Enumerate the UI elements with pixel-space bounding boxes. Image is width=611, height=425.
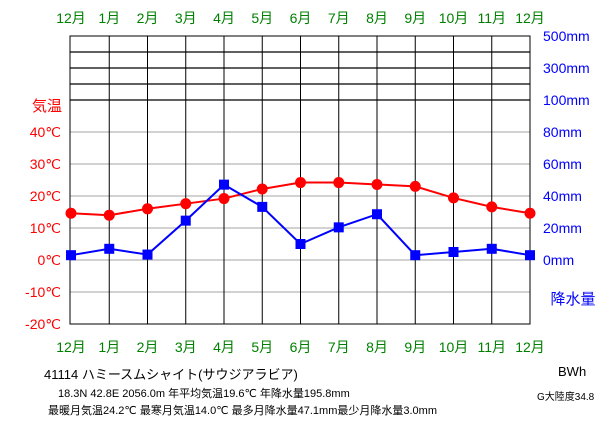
continentality-index: G大陸度34.8 [537, 392, 595, 403]
temperature-point [218, 193, 230, 205]
precipitation-tick: 80mm [543, 124, 582, 140]
temperature-point [142, 203, 153, 215]
month-label-top: 3月 [175, 10, 197, 26]
precipitation-tick: 0mm [543, 252, 574, 268]
month-label-bottom: 9月 [404, 339, 426, 355]
precipitation-point [525, 250, 535, 261]
temperature-point [65, 207, 77, 219]
precipitation-tick: 100mm [543, 92, 590, 108]
precipitation-point [104, 243, 115, 254]
month-label-bottom: 5月 [251, 339, 273, 355]
month-label-top: 9月 [404, 10, 426, 26]
precipitation-tick: 20mm [543, 220, 582, 236]
month-label-top: 6月 [290, 10, 312, 26]
month-label-bottom: 3月 [175, 339, 197, 355]
month-label-bottom: 6月 [290, 339, 312, 355]
precipitation-point [219, 179, 229, 190]
month-label-top: 5月 [251, 10, 273, 26]
grid [69, 35, 531, 325]
temperature-tick-labels: 40℃ 30℃ 20℃ 10℃ 0℃ -10℃ -20℃ [25, 124, 61, 332]
temperature-series [65, 177, 536, 221]
precipitation-tick: 300mm [543, 60, 590, 76]
precipitation-point [180, 215, 191, 226]
temperature-point [333, 177, 345, 189]
temperature-point [371, 178, 383, 190]
month-label-bottom: 4月 [213, 339, 235, 355]
precipitation-point [295, 239, 306, 249]
temperature-point [524, 207, 536, 219]
temperature-point [103, 209, 115, 221]
month-label-top: 4月 [213, 10, 235, 26]
precipitation-point [372, 209, 382, 220]
precipitation-tick: 500mm [543, 28, 590, 44]
month-label-top: 10月 [439, 10, 469, 26]
temperature-point [409, 180, 421, 192]
temperature-tick: 40℃ [30, 124, 61, 140]
precipitation-point [142, 249, 153, 260]
month-label-bottom: 12月 [56, 339, 86, 355]
month-label-top: 8月 [366, 10, 388, 26]
station-summary: 18.3N 42.8E 2056.0m 年平均気温19.6℃ 年降水量195.8… [58, 388, 350, 400]
month-label-bottom: 8月 [366, 339, 388, 355]
precipitation-point [486, 243, 497, 254]
precipitation-axis-label: 降水量 [550, 291, 595, 308]
temperature-point [486, 201, 498, 213]
station-name: 41114 ハミースムシャイト(サウジアラビア) [44, 367, 298, 382]
month-label-bottom: 2月 [137, 339, 159, 355]
precipitation-point [66, 250, 76, 261]
temperature-axis-label: 気温 [32, 98, 62, 115]
precipitation-point [410, 250, 421, 261]
month-label-bottom: 7月 [328, 339, 350, 355]
temperature-point [448, 192, 459, 204]
month-label-top: 12月 [515, 10, 545, 26]
temperature-tick: 10℃ [30, 220, 61, 236]
month-label-bottom: 12月 [515, 339, 545, 355]
precipitation-tick: 60mm [543, 156, 582, 172]
temperature-tick: 30℃ [30, 156, 61, 172]
month-label-bottom: 10月 [439, 339, 469, 355]
climate-classification: BWh [558, 364, 587, 379]
temperature-point [180, 198, 192, 210]
month-label-bottom: 11月 [477, 339, 506, 355]
temperature-point [295, 177, 306, 189]
station-extremes: 最暖月気温24.2℃ 最寒月気温14.0℃ 最多月降水量47.1mm最少月降水量… [48, 405, 437, 417]
month-label-top: 2月 [137, 10, 159, 26]
month-label-top: 12月 [56, 10, 86, 26]
precipitation-point [448, 247, 459, 257]
top-month-labels: 12月 1月 2月 3月 4月 5月 6月 7月 8月 9月 10月 11月 12月 [56, 10, 545, 26]
precipitation-point [257, 201, 268, 212]
month-label-bottom: 1月 [98, 339, 120, 355]
temperature-tick: -10℃ [25, 284, 61, 300]
bottom-month-labels: 12月 1月 2月 3月 4月 5月 6月 7月 8月 9月 10月 11月 12月 [56, 339, 545, 355]
month-label-top: 11月 [477, 10, 506, 26]
precipitation-tick: 40mm [543, 188, 582, 204]
temperature-tick: -20℃ [25, 316, 61, 332]
month-label-top: 1月 [98, 10, 120, 26]
temperature-tick: 20℃ [30, 188, 61, 204]
precipitation-tick-labels: 0mm 20mm 40mm 60mm 80mm 100mm 300mm 500mm [543, 28, 590, 268]
month-label-top: 7月 [328, 10, 350, 26]
temperature-tick: 0℃ [37, 252, 61, 268]
temperature-point [256, 183, 268, 195]
precipitation-point [333, 222, 344, 233]
precipitation-series [66, 179, 535, 261]
